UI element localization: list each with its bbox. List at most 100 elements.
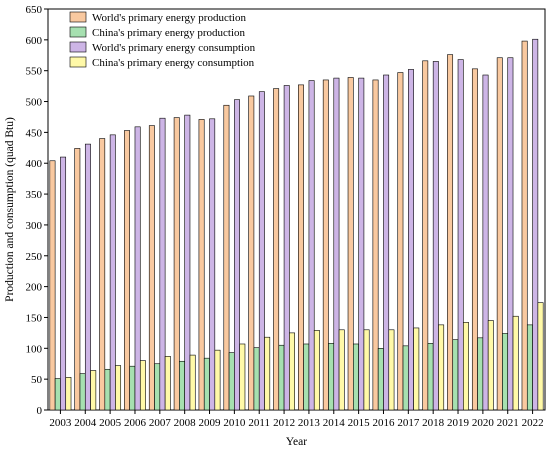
x-tick-label: 2009 — [199, 417, 222, 429]
bar — [203, 357, 210, 411]
y-tick-label: 600 — [26, 35, 43, 47]
bar — [60, 156, 67, 411]
bar — [502, 333, 509, 411]
legend-swatch — [69, 41, 87, 53]
bar — [487, 320, 494, 411]
y-tick-label: 350 — [26, 189, 43, 201]
bar — [159, 117, 166, 411]
bar — [532, 38, 539, 411]
x-tick-label: 2012 — [273, 417, 295, 429]
bar — [457, 59, 464, 411]
bar — [313, 330, 320, 411]
bar — [239, 343, 246, 411]
y-tick-label: 100 — [26, 343, 43, 355]
bar — [49, 160, 56, 411]
bar — [273, 88, 280, 411]
bar — [264, 336, 271, 411]
legend-label: China's primary energy consumption — [92, 57, 255, 69]
bar — [289, 332, 295, 411]
y-tick-label: 0 — [37, 405, 43, 417]
bar — [90, 370, 97, 411]
x-tick-label: 2010 — [223, 417, 246, 429]
bar — [189, 354, 196, 411]
x-tick-label: 2018 — [422, 417, 445, 429]
bar — [413, 327, 420, 411]
x-axis-title: Year — [286, 436, 307, 448]
y-tick-label: 250 — [26, 251, 43, 263]
y-tick-label: 150 — [26, 312, 43, 324]
bars — [49, 38, 544, 411]
bar — [438, 324, 445, 411]
x-tick-label: 2017 — [397, 417, 420, 429]
legend: World's primary energy production China's… — [69, 11, 256, 69]
x-tick-label: 2021 — [497, 417, 519, 429]
legend-swatch — [69, 26, 87, 38]
y-tick-label: 500 — [26, 97, 43, 109]
x-tick-label: 2005 — [99, 417, 122, 429]
bar — [134, 126, 141, 411]
bar — [129, 365, 136, 411]
bar — [104, 368, 111, 411]
y-tick-label: 650 — [26, 4, 43, 16]
y-tick-label: 550 — [26, 66, 43, 78]
bar — [447, 54, 454, 411]
x-tick-label: 2013 — [298, 417, 321, 429]
bar — [377, 348, 384, 411]
bar — [115, 365, 122, 411]
y-tick-label: 200 — [26, 282, 43, 294]
bar — [248, 95, 255, 411]
y-axis-title: Production and consumption (quad Btu) — [4, 117, 16, 302]
bar — [148, 125, 155, 411]
x-tick-label: 2003 — [49, 417, 72, 429]
bar — [383, 74, 390, 411]
x-tick-label: 2015 — [348, 417, 371, 429]
bar — [512, 315, 519, 411]
bar — [388, 329, 395, 411]
bar — [84, 143, 91, 411]
x-axis: 2003 2004 2005 2006 2007 2008 2009 2010 2011 2012… — [49, 410, 544, 429]
bar — [408, 69, 414, 411]
bar — [179, 360, 185, 411]
bar — [139, 360, 146, 411]
x-tick-label: 2004 — [74, 417, 97, 429]
bar — [507, 57, 514, 411]
bar — [65, 377, 72, 411]
x-tick-label: 2014 — [323, 417, 346, 429]
bar — [79, 373, 86, 411]
bar — [258, 91, 265, 411]
bar — [358, 77, 365, 411]
bar — [322, 79, 329, 411]
legend-label: World's primary energy production — [92, 12, 246, 24]
y-tick-label: 450 — [26, 127, 43, 139]
y-tick-label: 50 — [31, 374, 43, 386]
bar — [154, 363, 161, 411]
bar — [353, 343, 359, 411]
bar — [184, 114, 191, 411]
legend-swatch — [69, 56, 87, 68]
x-tick-label: 2020 — [472, 417, 495, 429]
x-tick-label: 2007 — [149, 417, 172, 429]
bar — [397, 72, 404, 411]
bar — [209, 118, 216, 411]
bar — [333, 77, 340, 411]
bar — [283, 85, 290, 411]
bar — [173, 117, 180, 411]
bar — [303, 343, 310, 411]
bar — [223, 104, 230, 411]
bar — [328, 343, 335, 411]
bar — [99, 138, 106, 411]
bar — [164, 356, 171, 411]
x-tick-label: 2022 — [522, 417, 544, 429]
y-tick-label: 400 — [26, 158, 43, 170]
bar — [298, 84, 304, 411]
bar — [537, 302, 544, 411]
bar — [308, 80, 315, 411]
bar — [496, 57, 503, 411]
bar — [253, 347, 260, 411]
bar — [228, 352, 235, 411]
bar — [526, 324, 533, 411]
bar — [363, 329, 370, 411]
bar — [338, 329, 345, 411]
